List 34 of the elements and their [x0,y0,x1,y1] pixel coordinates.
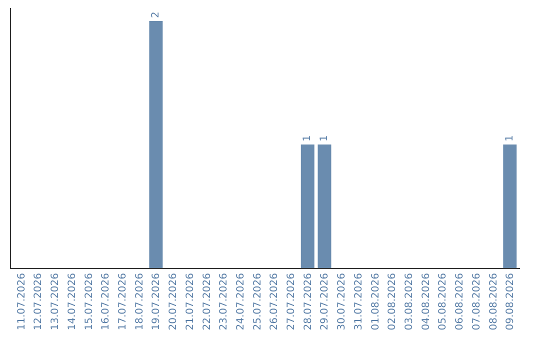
data-label: 1 [318,135,330,142]
x-tick-label: 20.07.2026 [168,273,180,330]
x-tick-label: 30.07.2026 [336,273,348,330]
x-tick-label: 06.08.2026 [454,273,466,330]
x-tick-label: 09.08.2026 [505,273,516,330]
x-tick-label: 02.08.2026 [387,273,398,330]
x-tick-label: 19.07.2026 [151,273,162,330]
x-tick-label: 16.07.2026 [100,273,112,330]
x-tick-label: 28.07.2026 [302,273,314,330]
x-tick-label: 04.08.2026 [420,273,432,330]
x-tick-label: 12.07.2026 [33,273,44,330]
x-tick-label: 05.08.2026 [438,273,449,330]
data-label: 2 [150,12,162,18]
data-label: 1 [504,135,516,142]
x-tick-label: 31.07.2026 [353,273,364,330]
x-tick-label: 17.07.2026 [117,273,128,330]
x-tick-label: 25.07.2026 [252,273,264,330]
x-tick-label: 11.07.2026 [16,273,28,330]
x-tick-label: 22.07.2026 [202,273,213,330]
x-tick-label: 26.07.2026 [269,273,280,330]
x-tick-label: 23.07.2026 [218,273,230,330]
x-tick-label: 27.07.2026 [286,273,298,330]
x-tick-label: 03.08.2026 [404,273,416,330]
x-tick-label: 18.07.2026 [134,273,146,330]
data-label: 1 [302,135,314,142]
x-tick-label: 21.07.2026 [184,273,196,330]
x-tick-label: 15.07.2026 [84,273,95,330]
x-tick-label: 24.07.2026 [235,273,246,330]
x-tick-label: 29.07.2026 [320,273,331,330]
x-tick-label: 07.08.2026 [471,273,482,330]
x-tick-label: 01.08.2026 [370,273,382,330]
x-tick-label: 13.07.2026 [50,273,62,330]
x-tick-label: 08.08.2026 [488,273,500,330]
x-tick-label: 14.07.2026 [66,273,78,330]
